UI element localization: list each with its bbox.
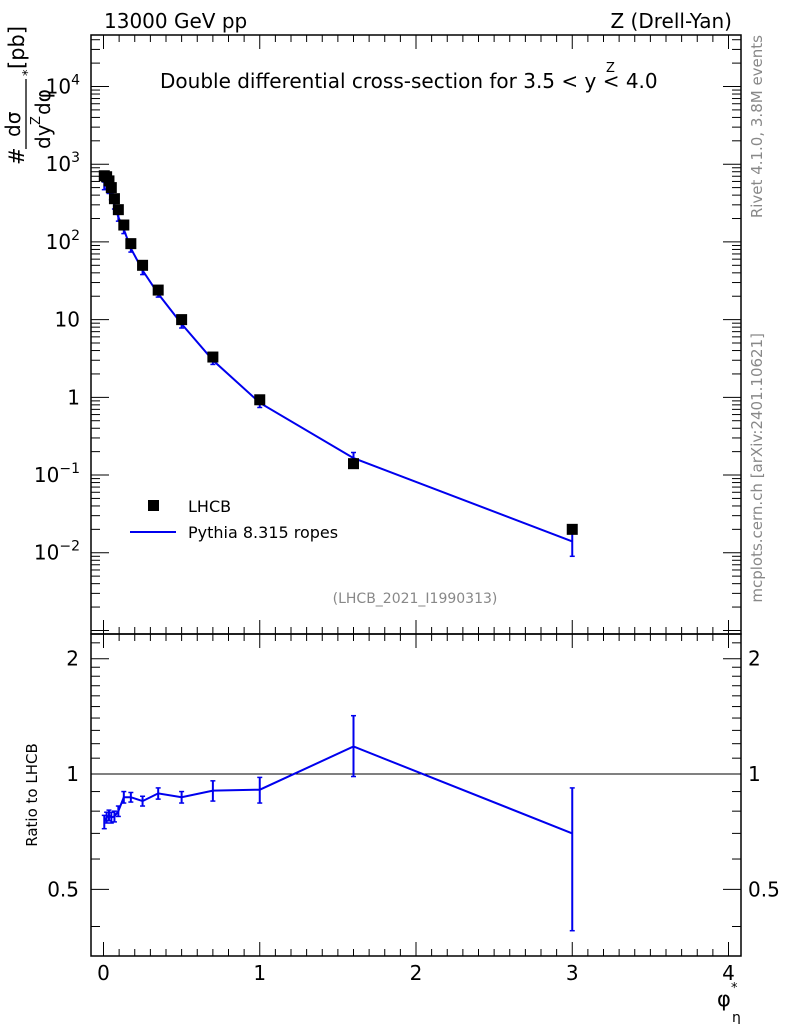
x-tick-label: 0 [97,961,110,985]
y-label-denominator: dy [31,124,55,149]
ratio-y-axis-label: Ratio to LHCB [23,743,41,847]
lhcb-data-point [566,523,578,535]
ratio-ytick-label-right: 1 [748,762,761,786]
x-axis-label-star: * [731,981,738,996]
ratio-series-line [103,745,573,835]
legend-label-pythia: Pythia 8.315 ropes [188,523,338,542]
title-y: y [585,69,597,93]
lhcb-data-point [112,204,124,216]
x-tick-label: 4 [722,961,735,985]
lhcb-data-point [254,394,266,406]
pythia-series-line [104,183,573,543]
legend-marker-lhcb [148,500,159,511]
ratio-plot-data [91,714,741,932]
ratio-ytick-label-left: 2 [66,647,79,671]
main-ytick-label: 10 [55,308,80,332]
analysis-watermark: (LHCB_2021_I1990313) [333,591,498,607]
header-process-label: Z (Drell-Yan) [610,9,732,33]
title-text: Double differential cross-section for 3.… [160,69,585,93]
ratio-axis-ticks: 0 1 2 3 4 0.5 0.5 1 1 2 2 [47,634,780,985]
main-axis-ticks: 10−2 10−1 1 10 102 103 104 [34,35,741,635]
y-label-hash: # [5,147,29,165]
y-label-star: * [21,69,36,76]
x-axis-label-eta: η [732,1010,741,1024]
ratio-ytick-label-left: 1 [66,762,79,786]
x-tick-label: 3 [566,961,579,985]
main-ytick-label: 104 [46,73,80,99]
x-axis-label-phi: φ [717,987,731,1011]
lhcb-data-point [176,314,188,326]
ratio-ytick-label-left: 0.5 [47,877,79,901]
main-plot-frame [90,34,742,635]
main-ytick-label: 103 [46,150,80,176]
x-tick-label: 2 [410,961,423,985]
mcplots-label: mcplots.cern.ch [arXiv:2401.10621] [748,333,766,603]
lhcb-data-point [118,219,130,231]
ratio-ytick-label-right: 2 [748,647,761,671]
main-plot-data [98,170,578,558]
title-tail: < 4.0 [596,69,657,93]
main-y-axis-label: # dσ dy Z dφ * [pb] [1,26,55,165]
lhcb-data-point [105,182,117,194]
rivet-version-label: Rivet 4.1.0, 3.8M events [748,35,766,218]
legend-label-lhcb: LHCB [188,497,231,516]
legend: LHCB Pythia 8.315 ropes [130,497,338,542]
title-y-superscript: Z [606,61,615,76]
lhcb-data-point [207,351,219,363]
lhcb-data-point [152,284,164,296]
ratio-ytick-label-right: 0.5 [748,877,780,901]
main-ytick-label: 10−2 [34,539,80,565]
y-label-unit: [pb] [5,26,29,69]
lhcb-data-point [108,193,120,205]
header-collision-label: 13000 GeV pp [104,9,247,33]
y-label-numerator: dσ [1,111,25,137]
lhcb-data-point [125,238,137,250]
y-label-den-superscript: Z [29,116,44,125]
lhcb-data-point [103,175,115,187]
main-ytick-label: 102 [46,228,80,254]
x-tick-label: 1 [253,961,266,985]
lhcb-data-point [348,458,359,470]
y-label-den-tail: dφ [31,89,55,115]
main-ytick-label: 1 [67,385,80,409]
main-plot-title: Double differential cross-section for 3.… [160,69,658,93]
lhcb-data-point [137,259,149,271]
main-ytick-label: 10−1 [34,461,80,487]
